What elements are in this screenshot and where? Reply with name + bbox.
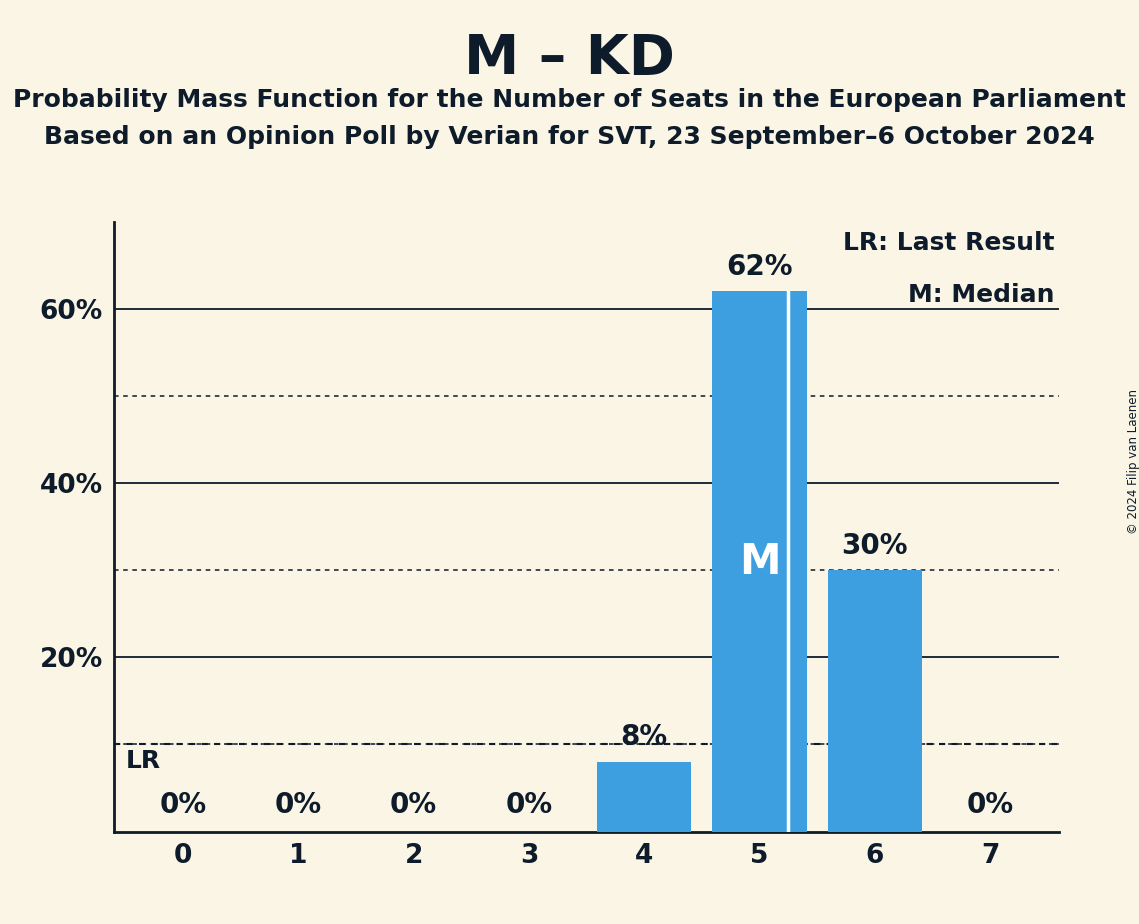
Text: 0%: 0% [506, 791, 552, 819]
Text: 0%: 0% [274, 791, 322, 819]
Text: 62%: 62% [727, 253, 793, 281]
Text: © 2024 Filip van Laenen: © 2024 Filip van Laenen [1126, 390, 1139, 534]
Text: 30%: 30% [842, 532, 908, 560]
Text: M – KD: M – KD [464, 32, 675, 86]
Text: 8%: 8% [621, 723, 667, 751]
Bar [597, 762, 691, 832]
Text: LR: LR [125, 748, 161, 772]
Text: LR: Last Result: LR: Last Result [843, 231, 1055, 255]
Bar [828, 570, 923, 832]
Text: 0%: 0% [159, 791, 206, 819]
Bar [712, 291, 806, 832]
Text: Based on an Opinion Poll by Verian for SVT, 23 September–6 October 2024: Based on an Opinion Poll by Verian for S… [44, 125, 1095, 149]
Text: Probability Mass Function for the Number of Seats in the European Parliament: Probability Mass Function for the Number… [13, 88, 1126, 112]
Text: M: Median: M: Median [908, 283, 1055, 307]
Text: 0%: 0% [390, 791, 437, 819]
Text: 0%: 0% [967, 791, 1014, 819]
Text: M: M [739, 541, 780, 582]
